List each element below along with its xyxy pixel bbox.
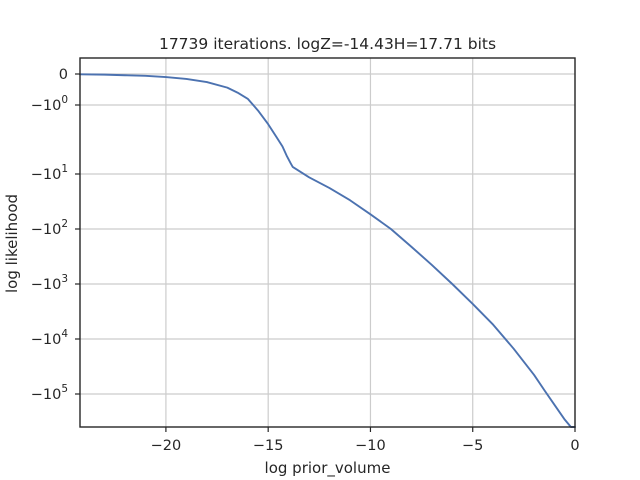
y-tick-label: −101 bbox=[31, 163, 68, 183]
x-axis-label: log prior_volume bbox=[265, 459, 391, 478]
series-line bbox=[79, 73, 576, 428]
x-axis-ticks: −20 −15 −10 −5 0 bbox=[151, 427, 580, 454]
x-tick-label: −15 bbox=[253, 438, 284, 454]
y-tick-label: 0 bbox=[59, 67, 68, 83]
series-layer bbox=[79, 73, 576, 428]
x-tick-label: 0 bbox=[570, 438, 579, 454]
y-tick-label: −100 bbox=[31, 94, 68, 114]
grid-lines bbox=[80, 58, 576, 427]
chart-title: 17739 iterations. logZ=-14.43H=17.71 bit… bbox=[159, 35, 496, 53]
y-axis-label: log likelihood bbox=[3, 194, 21, 293]
y-tick-label: −104 bbox=[31, 328, 69, 348]
axes-frame bbox=[79, 57, 576, 428]
x-tick-label: −20 bbox=[151, 438, 182, 454]
x-tick-label: −5 bbox=[462, 438, 483, 454]
y-tick-label: −105 bbox=[31, 383, 68, 403]
y-axis-ticks: 0 −100 −101 −102 −103 −104 −105 bbox=[31, 67, 80, 403]
y-tick-label: −103 bbox=[31, 273, 68, 293]
y-tick-label: −102 bbox=[31, 218, 68, 238]
x-tick-label: −10 bbox=[355, 438, 386, 454]
